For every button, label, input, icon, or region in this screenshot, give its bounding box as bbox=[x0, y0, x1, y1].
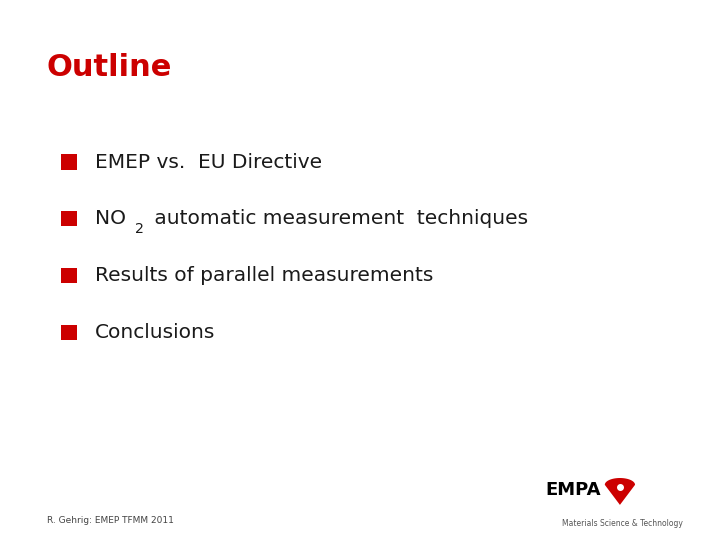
FancyBboxPatch shape bbox=[61, 154, 77, 170]
Text: Outline: Outline bbox=[47, 53, 172, 82]
Text: Materials Science & Technology: Materials Science & Technology bbox=[562, 519, 683, 528]
FancyBboxPatch shape bbox=[61, 211, 77, 226]
Text: automatic measurement  techniques: automatic measurement techniques bbox=[148, 209, 528, 228]
FancyBboxPatch shape bbox=[61, 268, 77, 283]
Polygon shape bbox=[605, 478, 635, 505]
Text: Conclusions: Conclusions bbox=[95, 322, 215, 342]
Text: EMPA: EMPA bbox=[546, 481, 601, 500]
Text: 2: 2 bbox=[135, 222, 144, 236]
Text: R. Gehrig: EMEP TFMM 2011: R. Gehrig: EMEP TFMM 2011 bbox=[47, 516, 174, 525]
FancyBboxPatch shape bbox=[61, 325, 77, 340]
Text: NO: NO bbox=[95, 209, 126, 228]
Text: Results of parallel measurements: Results of parallel measurements bbox=[95, 266, 433, 285]
Text: EMEP vs.  EU Directive: EMEP vs. EU Directive bbox=[95, 152, 322, 172]
